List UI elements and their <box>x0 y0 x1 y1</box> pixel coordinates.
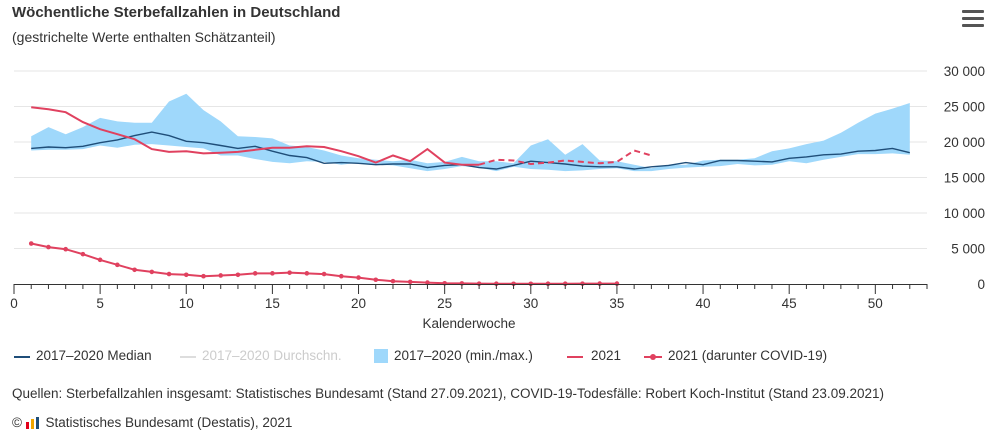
y-tick-label: 0 <box>977 277 985 292</box>
line-series <box>28 106 910 287</box>
copyright-symbol: © <box>12 415 22 430</box>
legend-average-swatch-icon <box>180 356 196 358</box>
covid-point <box>270 271 275 276</box>
y-tick-label: 30 000 <box>944 64 985 79</box>
covid-point <box>132 267 137 273</box>
x-tick-label: 30 <box>523 296 538 311</box>
legend-label: 2017–2020 (min./max.) <box>394 348 533 363</box>
legend-median-swatch-icon <box>14 356 30 358</box>
covid-point <box>115 262 120 268</box>
covid-point <box>80 251 86 257</box>
copyright-text: Statistisches Bundesamt (Destatis), 2021 <box>45 415 293 430</box>
legend-covid-swatch-icon <box>644 354 662 360</box>
copyright-note: © Statistisches Bundesamt (Destatis), 20… <box>12 415 292 430</box>
covid-point <box>97 257 103 263</box>
covid-point <box>321 271 327 277</box>
x-tick-label: 45 <box>782 296 797 311</box>
covid-point <box>235 272 241 278</box>
source-note: Quellen: Sterbefallzahlen insgesamt: Sta… <box>12 386 884 401</box>
y-tick-label: 15 000 <box>944 171 985 186</box>
chart-plot: 0 5 10 15 20 25 30 35 40 45 50 0 5 000 10 000 15 000 2… <box>10 64 985 331</box>
destatis-logo-icon <box>25 417 39 429</box>
x-tick-label: 40 <box>696 296 711 311</box>
covid-point <box>339 273 344 279</box>
range-area <box>31 93 910 172</box>
covid-point <box>218 273 224 278</box>
range-area-series <box>31 93 910 172</box>
x-tick-label: 0 <box>10 296 18 311</box>
hamburger-menu-icon[interactable] <box>962 10 984 28</box>
chart-title: Wöchentliche Sterbefallzahlen in Deutsch… <box>12 4 341 21</box>
covid-point <box>287 270 292 275</box>
x-tick-label: 35 <box>609 296 624 311</box>
covid-point <box>201 273 206 279</box>
covid-point <box>183 272 189 278</box>
y-tick-label: 10 000 <box>944 206 985 221</box>
y-tick-label: 20 000 <box>944 135 985 150</box>
y-tick-label: 5 000 <box>951 242 985 257</box>
legend-label: 2021 (darunter COVID-19) <box>668 348 828 363</box>
covid-point <box>46 244 51 250</box>
x-axis: 0 5 10 15 20 25 30 35 40 45 50 <box>10 284 928 311</box>
line-2021 <box>31 106 480 166</box>
covid-point <box>407 279 413 285</box>
legend-range-swatch-icon <box>374 349 388 363</box>
covid-point <box>425 280 430 285</box>
y-axis-labels: 0 5 000 10 000 15 000 20 000 25 000 30 000 <box>944 64 985 292</box>
covid-point <box>304 271 310 276</box>
covid-point <box>356 275 361 280</box>
x-tick-label: 20 <box>351 296 366 311</box>
legend-2021-swatch-icon <box>567 356 583 358</box>
covid-point <box>149 269 155 275</box>
x-tick-label: 25 <box>437 296 452 311</box>
x-tick-label: 15 <box>265 296 280 311</box>
covid-point <box>390 278 396 284</box>
legend-label: 2017–2020 Median <box>36 348 152 363</box>
x-axis-title: Kalenderwoche <box>422 316 515 331</box>
median-line <box>31 131 910 170</box>
y-tick-label: 25 000 <box>944 100 985 115</box>
covid-point <box>28 241 34 246</box>
chart-subtitle: (gestrichelte Werte enthalten Schätzante… <box>12 29 276 45</box>
covid-point <box>166 271 172 277</box>
covid-point <box>63 246 68 252</box>
x-tick-label: 10 <box>179 296 194 311</box>
covid-point <box>252 271 258 276</box>
legend-label: 2021 <box>591 348 622 363</box>
covid-point <box>373 277 379 283</box>
x-tick-label: 50 <box>868 296 883 311</box>
x-tick-label: 5 <box>96 296 104 311</box>
legend-label: 2017–2020 Durchschn. <box>202 348 342 363</box>
